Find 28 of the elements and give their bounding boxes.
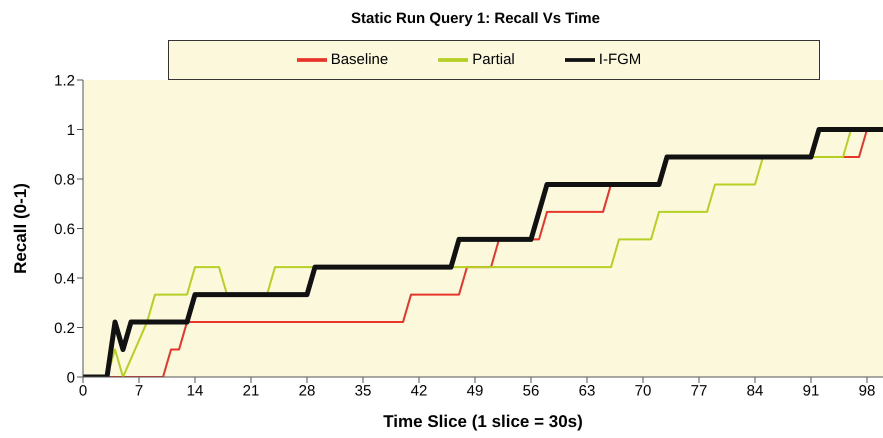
- x-tick-label: 14: [186, 382, 204, 400]
- x-tick-label: 35: [354, 382, 372, 400]
- x-tick-label: 0: [78, 382, 88, 400]
- y-axis-title: Recall (0-1): [11, 183, 30, 274]
- x-axis-title: Time Slice (1 slice = 30s): [383, 412, 583, 431]
- x-tick-label: 56: [522, 382, 540, 400]
- x-tick-label: 42: [410, 382, 428, 400]
- x-tick-label: 91: [802, 382, 820, 400]
- legend-label: I-FGM: [598, 50, 642, 68]
- x-tick-label: 77: [690, 382, 708, 400]
- y-tick-label: 0: [66, 369, 75, 386]
- x-tick-label: 7: [134, 382, 144, 400]
- x-tick-label: 98: [858, 382, 876, 400]
- y-tick-label: 0.2: [54, 320, 75, 337]
- legend-label: Baseline: [330, 50, 388, 68]
- y-tick-label: 0.4: [54, 270, 75, 288]
- x-tick-label: 84: [746, 382, 764, 400]
- legend-label: Partial: [472, 50, 515, 68]
- y-tick-label: 0.8: [54, 171, 75, 188]
- x-tick-label: 28: [298, 382, 316, 400]
- y-tick-label: 1: [66, 122, 75, 139]
- x-tick-label: 63: [578, 382, 596, 400]
- x-tick-label: 70: [634, 382, 652, 400]
- chart-title: Static Run Query 1: Recall Vs Time: [350, 9, 601, 29]
- y-tick-label: 1.2: [54, 72, 75, 90]
- x-tick-label: 49: [466, 382, 484, 400]
- y-tick-label: 0.6: [54, 220, 75, 238]
- x-tick-label: 21: [242, 382, 260, 400]
